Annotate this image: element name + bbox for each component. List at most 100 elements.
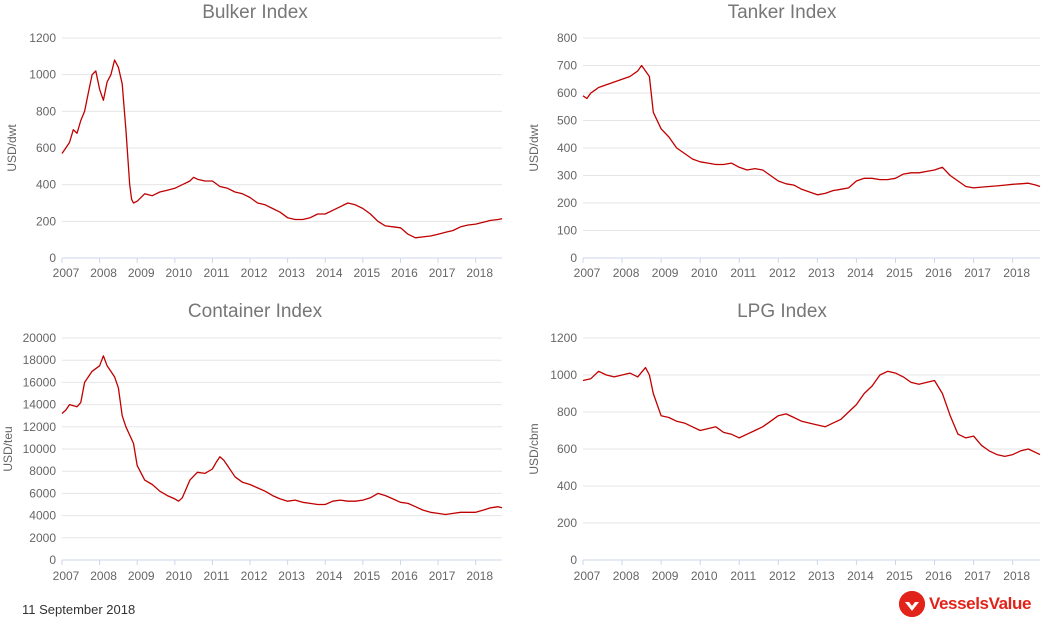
x-tick-label: 2008	[90, 266, 117, 280]
x-tick-label: 2008	[90, 569, 117, 583]
x-tick-label: 2018	[466, 266, 493, 280]
y-tick-label: 1000	[550, 368, 577, 382]
report-date: 11 September 2018	[22, 602, 136, 617]
chart-panel-lpg: LPG Index 0 200 400 600 800 1000 1200 2007 2008 20…	[527, 301, 1041, 583]
y-tick-label: 1200	[550, 331, 577, 345]
y-tick-label: 600	[557, 442, 577, 456]
x-tick-label: 2015	[886, 266, 913, 280]
x-tick-label: 2013	[808, 569, 835, 583]
y-tick-label: 1200	[29, 31, 56, 45]
x-tick-label: 2009	[128, 569, 155, 583]
x-tick-label: 2013	[278, 266, 305, 280]
x-tick-label: 2014	[316, 266, 343, 280]
y-tick-label: 20000	[23, 331, 57, 345]
chart-panel-bulker: Bulker Index 0 200 400 600 800 1000 1200 2007 200…	[5, 2, 503, 280]
series-line	[61, 355, 503, 516]
x-tick-label: 2010	[165, 266, 192, 280]
y-axis-label: USD/dwt	[527, 124, 541, 172]
x-tick-label: 2016	[925, 266, 952, 280]
y-tick-label: 0	[49, 251, 56, 265]
y-tick-label: 2000	[29, 531, 56, 545]
y-tick-label: 4000	[29, 509, 56, 523]
x-tick-label: 2015	[886, 569, 913, 583]
vesselsvalue-logo-icon	[899, 591, 925, 617]
x-tick-label: 2017	[964, 569, 991, 583]
x-tick-label: 2007	[53, 266, 80, 280]
brand-logo: VesselsValue	[899, 590, 1031, 618]
y-tick-label: 800	[557, 31, 577, 45]
x-tick-label: 2011	[730, 266, 756, 280]
x-tick-label: 2014	[316, 569, 343, 583]
x-tick-label: 2008	[613, 266, 640, 280]
chart-title: LPG Index	[737, 301, 827, 322]
x-tick-label: 2009	[652, 569, 679, 583]
x-tick-label: 2013	[808, 266, 835, 280]
y-tick-label: 700	[557, 59, 577, 73]
x-tick-label: 2007	[574, 569, 601, 583]
y-tick-label: 8000	[29, 464, 56, 478]
y-tick-label: 16000	[23, 375, 57, 389]
x-tick-label: 2007	[574, 266, 601, 280]
y-axis-label: USD/teu	[1, 426, 15, 471]
x-tick-label: 2007	[53, 569, 80, 583]
x-tick-label: 2015	[354, 569, 381, 583]
brand-name: VesselsValue	[929, 594, 1032, 613]
chart-title: Container Index	[188, 301, 323, 322]
y-tick-label: 800	[557, 405, 577, 419]
x-tick-label: 2013	[278, 569, 305, 583]
y-tick-label: 12000	[23, 420, 57, 434]
x-tick-label: 2012	[769, 569, 796, 583]
x-tick-label: 2012	[241, 266, 268, 280]
y-tick-label: 0	[570, 553, 577, 567]
y-tick-label: 200	[557, 516, 577, 530]
y-tick-label: 300	[557, 169, 577, 183]
x-tick-label: 2011	[204, 569, 230, 583]
y-tick-label: 10000	[23, 442, 57, 456]
y-tick-label: 100	[557, 224, 577, 238]
series-line	[61, 59, 503, 239]
x-tick-label: 2012	[241, 569, 268, 583]
chart-panel-tanker: Tanker Index 0 100 200 300 400 500 600 700 800 200…	[527, 2, 1041, 280]
y-tick-label: 14000	[23, 398, 57, 412]
x-tick-label: 2015	[354, 266, 381, 280]
x-tick-label: 2016	[391, 569, 418, 583]
y-tick-label: 0	[49, 553, 56, 567]
x-tick-label: 2018	[1003, 569, 1030, 583]
y-tick-label: 400	[36, 178, 56, 192]
y-tick-label: 1000	[29, 68, 56, 82]
x-tick-label: 2011	[730, 569, 756, 583]
y-tick-label: 600	[557, 86, 577, 100]
x-tick-label: 2018	[1003, 266, 1030, 280]
y-tick-label: 800	[36, 104, 56, 118]
x-tick-label: 2010	[691, 569, 718, 583]
y-tick-label: 200	[557, 196, 577, 210]
y-tick-label: 200	[36, 214, 56, 228]
y-tick-label: 6000	[29, 486, 56, 500]
y-tick-label: 400	[557, 141, 577, 155]
series-line	[582, 366, 1041, 458]
x-tick-label: 2010	[691, 266, 718, 280]
x-tick-label: 2017	[429, 266, 456, 280]
chart-panel-container: Container Index 0 2000 4000 6000 8000 10000 120…	[1, 301, 503, 583]
x-tick-label: 2017	[429, 569, 456, 583]
y-axis-label: USD/dwt	[5, 124, 19, 172]
x-tick-label: 2009	[128, 266, 155, 280]
x-tick-label: 2011	[204, 266, 230, 280]
x-tick-label: 2012	[769, 266, 796, 280]
y-tick-label: 400	[557, 479, 577, 493]
x-tick-label: 2009	[652, 266, 679, 280]
y-tick-label: 0	[570, 251, 577, 265]
x-tick-label: 2018	[466, 569, 493, 583]
series-line	[582, 64, 1041, 196]
y-tick-label: 600	[36, 141, 56, 155]
x-tick-label: 2017	[964, 266, 991, 280]
x-tick-label: 2016	[391, 266, 418, 280]
chart-title: Tanker Index	[728, 2, 837, 23]
x-tick-label: 2014	[847, 569, 874, 583]
y-tick-label: 500	[557, 114, 577, 128]
x-tick-label: 2008	[613, 569, 640, 583]
x-tick-label: 2016	[925, 569, 952, 583]
x-tick-label: 2014	[847, 266, 874, 280]
chart-title: Bulker Index	[202, 2, 308, 23]
